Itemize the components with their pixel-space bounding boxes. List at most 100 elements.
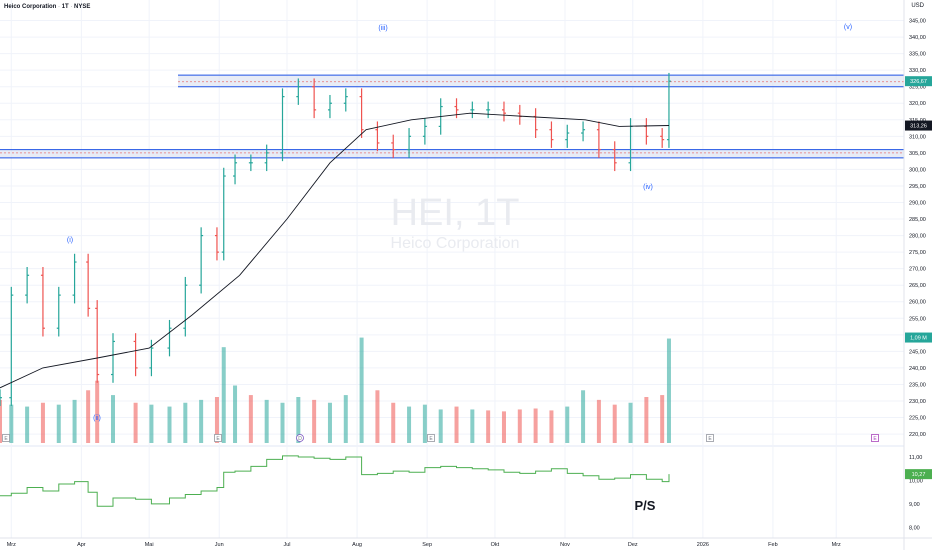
dividend-marker[interactable]: D: [296, 434, 304, 443]
price-bar[interactable]: [214, 227, 219, 261]
earnings-marker[interactable]: E: [706, 434, 714, 443]
earnings-marker[interactable]: E: [214, 434, 222, 443]
price-bar[interactable]: [660, 128, 665, 148]
volume-bar[interactable]: [72, 399, 77, 443]
price-bar[interactable]: [596, 121, 601, 158]
volume-bar[interactable]: [660, 395, 665, 443]
upcoming-earnings-marker[interactable]: E: [871, 434, 879, 443]
last-price-badge[interactable]: 326,67: [905, 76, 932, 87]
volume-bar[interactable]: [149, 404, 154, 443]
volume-bar[interactable]: [25, 406, 30, 443]
price-bar[interactable]: [264, 144, 269, 172]
price-bar[interactable]: [644, 118, 649, 145]
volume-bar[interactable]: [422, 404, 427, 443]
price-bar[interactable]: [9, 286, 14, 406]
ma-value-badge[interactable]: 313,26: [905, 120, 932, 131]
volume-bar[interactable]: [0, 399, 2, 443]
price-bar[interactable]: [501, 101, 506, 122]
ps-axis[interactable]: 11,00 10,00 9,00 8,00: [909, 455, 923, 531]
volume-bar[interactable]: [221, 347, 226, 443]
ps-ratio-line[interactable]: [0, 455, 670, 507]
price-zone[interactable]: [178, 74, 904, 88]
volume-bar[interactable]: [391, 402, 396, 443]
ps-value-badge[interactable]: 10,27: [905, 469, 932, 480]
price-bar[interactable]: [422, 118, 427, 145]
volume-bar[interactable]: [280, 402, 285, 443]
volume-bar[interactable]: [9, 404, 14, 443]
price-bar[interactable]: [95, 300, 100, 383]
interval-label[interactable]: 1T: [61, 4, 69, 10]
volume-bar[interactable]: [666, 338, 671, 443]
volume-bar[interactable]: [264, 399, 269, 443]
volume-bar[interactable]: [327, 402, 332, 443]
volume-bar[interactable]: [470, 409, 475, 443]
volume-bar[interactable]: [167, 406, 172, 443]
price-bar[interactable]: [565, 124, 570, 148]
volume-bar[interactable]: [95, 380, 100, 443]
price-bar[interactable]: [612, 141, 617, 172]
volume-bar[interactable]: [248, 395, 253, 443]
price-bar[interactable]: [407, 128, 412, 158]
volume-bar[interactable]: [359, 337, 364, 443]
volume-bar[interactable]: [407, 406, 412, 443]
price-bar[interactable]: [56, 286, 61, 337]
volume-badge[interactable]: 1,09 M: [905, 332, 932, 343]
volume-bar[interactable]: [549, 410, 554, 443]
volume-bar[interactable]: [40, 402, 45, 443]
price-bar[interactable]: [549, 121, 554, 148]
volume-bar[interactable]: [312, 399, 317, 443]
time-axis[interactable]: Mrz Apr Mai Jun Jul Aug Sep Okt Nov Dez 2026 Feb Mrz: [7, 542, 841, 548]
price-bar[interactable]: [327, 94, 332, 119]
volume-bar[interactable]: [438, 409, 443, 443]
price-bar[interactable]: [248, 154, 253, 172]
volume-bar[interactable]: [596, 399, 601, 443]
volume-bar[interactable]: [581, 390, 586, 443]
volume-bar[interactable]: [86, 390, 91, 443]
volume-bar[interactable]: [183, 402, 188, 443]
price-bar[interactable]: [221, 167, 226, 261]
price-bar[interactable]: [72, 253, 77, 304]
price-bar[interactable]: [581, 121, 586, 142]
earnings-marker[interactable]: E: [427, 434, 435, 443]
price-bar[interactable]: [343, 88, 348, 112]
price-bar[interactable]: [375, 121, 380, 152]
volume-bar[interactable]: [644, 397, 649, 443]
volume-bar[interactable]: [375, 390, 380, 443]
volume-bar[interactable]: [533, 408, 538, 444]
price-bar[interactable]: [359, 88, 364, 138]
price-bar[interactable]: [666, 72, 671, 148]
price-bar[interactable]: [40, 267, 45, 337]
price-bar[interactable]: [86, 253, 91, 317]
price-bar[interactable]: [0, 389, 2, 406]
volume-bar[interactable]: [565, 406, 570, 443]
volume-bar[interactable]: [486, 410, 491, 443]
volume-bar[interactable]: [628, 402, 633, 443]
volume-bar[interactable]: [133, 402, 138, 443]
volume-bar[interactable]: [454, 406, 459, 443]
volume-bar[interactable]: [343, 395, 348, 443]
volume-bar[interactable]: [111, 395, 115, 443]
price-bar[interactable]: [111, 333, 115, 383]
earnings-marker[interactable]: E: [2, 434, 10, 443]
moving-average-line[interactable]: [0, 112, 670, 389]
volume-bar[interactable]: [501, 411, 506, 443]
volume-bar[interactable]: [296, 397, 301, 443]
price-bar[interactable]: [391, 134, 396, 158]
price-bar[interactable]: [486, 101, 491, 119]
price-bar[interactable]: [280, 88, 285, 162]
currency-label[interactable]: USD: [911, 3, 924, 9]
volume-bar[interactable]: [199, 399, 204, 443]
price-bar[interactable]: [25, 267, 30, 304]
volume-bar[interactable]: [214, 397, 219, 443]
price-zone[interactable]: [0, 149, 904, 159]
price-bar[interactable]: [233, 154, 238, 185]
symbol-name[interactable]: Heico Corporation: [4, 4, 57, 10]
volume-bar[interactable]: [612, 404, 617, 443]
price-bar[interactable]: [312, 78, 317, 119]
price-bar[interactable]: [183, 276, 188, 337]
price-bar[interactable]: [296, 78, 301, 105]
volume-bar[interactable]: [517, 409, 522, 443]
volume-bar[interactable]: [233, 385, 238, 444]
volume-bar[interactable]: [56, 404, 61, 443]
